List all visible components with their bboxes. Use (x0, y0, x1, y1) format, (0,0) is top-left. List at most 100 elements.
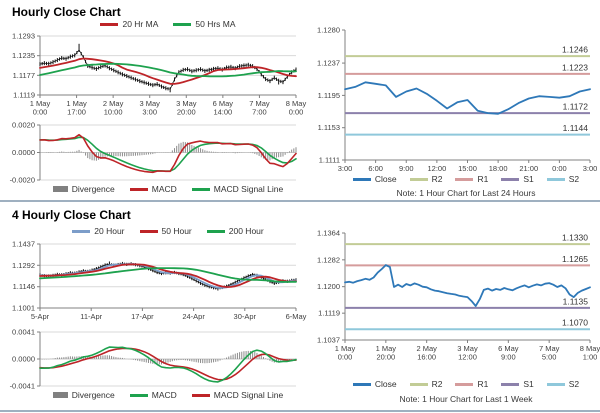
legend-item-macd-signal-4h: MACD Signal Line (191, 390, 283, 400)
moving-averages (39, 57, 297, 85)
svg-text:1.1265: 1.1265 (562, 254, 588, 264)
s1-wk-label: S1 (523, 379, 534, 389)
svg-text:1.1280: 1.1280 (317, 26, 340, 35)
macd-4h-label: MACD (151, 390, 177, 400)
legend-item-50hour: 50 Hour (139, 226, 192, 236)
macd-signal-line (39, 136, 297, 172)
svg-text:1:00: 1:00 (583, 353, 598, 362)
svg-text:17-Apr: 17-Apr (131, 312, 154, 321)
svg-text:1.1177: 1.1177 (13, 71, 35, 80)
ma-200hour-label: 200 Hour (228, 226, 264, 236)
pivot-week-note: Note: 1 Hour Chart for Last 1 Week (399, 394, 533, 404)
svg-text:21:00: 21:00 (519, 164, 538, 173)
svg-text:1.1111: 1.1111 (319, 156, 340, 165)
macd-signal-4h-swatch (191, 393, 210, 397)
svg-text:-0.0041: -0.0041 (10, 382, 35, 391)
horizontal-divider (0, 200, 600, 202)
r1-wk-swatch (455, 382, 474, 386)
svg-text:15:00: 15:00 (458, 164, 477, 173)
svg-text:24-Apr: 24-Apr (182, 312, 205, 321)
x-axis-labels: 3:00 6:00 9:00 12:00 15:00 18:00 21:00 0:00 3:00 (338, 160, 597, 173)
macd-signal-swatch (191, 187, 210, 191)
ma-50hr-label: 50 Hrs MA (195, 19, 236, 29)
svg-text:1.1200: 1.1200 (317, 282, 340, 291)
s1-swatch (501, 177, 520, 181)
four-hourly-macd-legend: Divergence MACD MACD Signal Line (40, 390, 296, 400)
svg-text:0:00: 0:00 (338, 353, 353, 362)
close-label: Close (374, 174, 397, 184)
svg-text:14:00: 14:00 (213, 108, 232, 117)
svg-text:9:00: 9:00 (501, 353, 516, 362)
svg-text:2 May: 2 May (103, 99, 124, 108)
svg-text:9:00: 9:00 (399, 164, 414, 173)
close-line (344, 81, 591, 115)
svg-text:1.1001: 1.1001 (12, 304, 35, 313)
ma-50hour-label: 50 Hour (161, 226, 192, 236)
macd-line (39, 346, 297, 383)
ma-20hour-swatch (72, 229, 91, 233)
divergence-bars (39, 141, 297, 161)
pivot-lines: 1.1246 1.1223 1.1172 1.1144 (345, 45, 590, 136)
macd-swatch (129, 187, 148, 191)
macd-axis: 0.0041 0.0000 -0.0041 (10, 328, 296, 391)
svg-text:1 May: 1 May (30, 99, 51, 108)
svg-text:1.1195: 1.1195 (318, 91, 340, 100)
hourly-chart-title: Hourly Close Chart (12, 5, 121, 19)
svg-text:1.1119: 1.1119 (318, 309, 340, 318)
hourly-close-panel: Hourly Close Chart 1.1293 1.1235 1.1177 1.1… (0, 0, 307, 201)
legend-item-divergence-4h: Divergence (52, 390, 115, 400)
macd-signal-label: MACD Signal Line (213, 184, 284, 194)
pivot-week-legend: Close R2 R1 S1 S2 (340, 379, 592, 389)
svg-text:1 May: 1 May (335, 344, 356, 353)
legend-item-r1-wk: R1 (455, 379, 488, 389)
hourly-ma-legend: 20 Hr MA 50 Hrs MA (40, 19, 296, 29)
price-axis: 1.1293 1.1235 1.1177 1.1119 (12, 32, 296, 100)
hourly-macd-legend: Divergence MACD MACD Signal Line (40, 184, 296, 194)
svg-text:1.1237: 1.1237 (317, 59, 340, 68)
macd-4h-swatch (129, 393, 148, 397)
svg-text:0:00: 0:00 (33, 108, 48, 117)
close-wk-label: Close (374, 379, 397, 389)
svg-text:6 May: 6 May (498, 344, 519, 353)
svg-text:10:00: 10:00 (104, 108, 123, 117)
divergence-4h-swatch (52, 392, 68, 398)
svg-text:1.1223: 1.1223 (562, 62, 588, 72)
r2-swatch (409, 177, 428, 181)
four-hourly-close-panel: 4 Hourly Close Chart 1.1437 1.1292 1.1146 1… (0, 203, 307, 411)
divergence-label: Divergence (71, 184, 115, 194)
s2-wk-swatch (546, 382, 565, 386)
four-hourly-chart-title: 4 Hourly Close Chart (12, 208, 131, 222)
svg-text:7:00: 7:00 (252, 108, 267, 117)
svg-text:0.0020: 0.0020 (12, 121, 35, 130)
ma-50hour-swatch (139, 229, 158, 233)
svg-text:11-Apr: 11-Apr (80, 312, 102, 321)
svg-text:0:00: 0:00 (552, 164, 567, 173)
svg-text:1 May: 1 May (376, 344, 397, 353)
r2-wk-label: R2 (431, 379, 443, 389)
macd-axis: 0.0020 0.0000 -0.0020 (10, 121, 296, 185)
svg-text:3 May: 3 May (457, 344, 478, 353)
legend-item-r1: R1 (455, 174, 488, 184)
svg-text:1.1037: 1.1037 (317, 336, 340, 345)
close-swatch (352, 177, 371, 181)
legend-item-s1: S1 (501, 174, 534, 184)
svg-text:7 May: 7 May (539, 344, 560, 353)
ma-200hour-swatch (206, 229, 225, 233)
macd-signal-line (39, 347, 297, 381)
svg-text:0:00: 0:00 (289, 108, 304, 117)
svg-text:18:00: 18:00 (489, 164, 508, 173)
svg-text:1.1293: 1.1293 (12, 32, 35, 41)
legend-item-r2: R2 (409, 174, 442, 184)
svg-text:1.1146: 1.1146 (13, 282, 35, 291)
divergence-bars (39, 350, 297, 365)
r1-label: R1 (477, 174, 489, 184)
svg-text:1.1070: 1.1070 (562, 318, 588, 328)
svg-text:1 May: 1 May (66, 99, 87, 108)
svg-text:1.1292: 1.1292 (12, 261, 35, 270)
